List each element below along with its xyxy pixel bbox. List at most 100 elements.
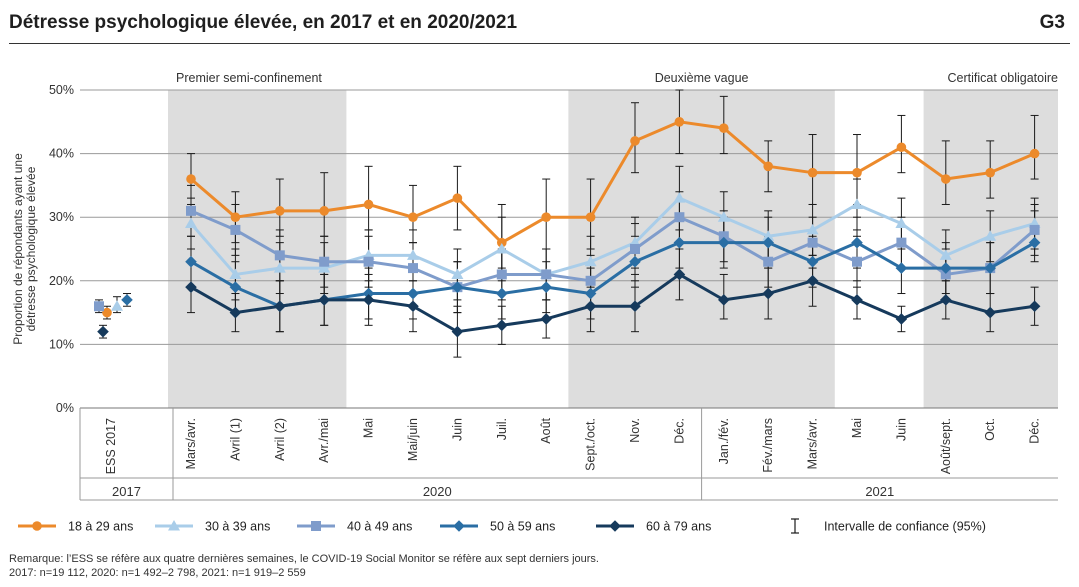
data-point [717, 211, 730, 222]
legend-swatch-marker [32, 521, 42, 531]
legend-ci-label: Intervalle de confiance (95%) [824, 520, 986, 534]
data-point [185, 281, 197, 293]
data-point-ess [94, 301, 104, 312]
data-point [451, 268, 464, 279]
data-point [763, 256, 774, 267]
data-point [362, 287, 375, 300]
data-point [630, 136, 640, 146]
y-tick-label: 0% [56, 401, 74, 415]
data-point [230, 224, 241, 235]
x-tick-label: Juin [450, 418, 464, 441]
data-point [674, 117, 685, 127]
data-point-ess [121, 294, 133, 306]
data-point [1028, 236, 1041, 249]
data-point [363, 256, 374, 267]
y-axis-label-line: Proportion de répondants ayant une [11, 153, 25, 345]
data-point [585, 212, 596, 222]
data-point [629, 255, 641, 268]
legend-label: 50 à 59 ans [490, 520, 555, 534]
data-point [762, 287, 774, 300]
x-tick-label: Août/sept. [939, 418, 953, 474]
sample-note: 2017: n=19 112, 2020: n=1 492–2 798, 202… [9, 567, 306, 579]
data-point [273, 262, 286, 273]
data-point [318, 262, 331, 273]
data-point [762, 230, 775, 241]
data-point [763, 161, 773, 172]
legend-swatch-marker [609, 520, 621, 532]
x-tick-label: ESS 2017 [104, 418, 118, 474]
data-point [274, 300, 286, 313]
x-tick-label: Août [539, 417, 553, 443]
legend-label: 30 à 39 ans [205, 520, 270, 534]
data-point [185, 217, 197, 229]
data-point [852, 167, 862, 178]
data-point [451, 281, 464, 293]
data-point [896, 237, 907, 248]
data-point-ess [102, 307, 112, 318]
data-point [584, 255, 597, 267]
data-point-ess [111, 300, 123, 311]
x-tick-label: Sept./oct. [584, 418, 598, 471]
data-point [584, 287, 597, 300]
data-point [806, 255, 819, 268]
data-point [229, 268, 242, 279]
data-point [985, 167, 995, 178]
data-point [762, 236, 774, 249]
data-point [807, 167, 818, 178]
legend: 18 à 29 ans 30 à 39 ans 40 à 49 ans 50 à 59… [18, 518, 986, 534]
data-point [851, 236, 863, 249]
period-label-2: Certificat obligatoire [948, 71, 1059, 85]
x-tick-label: Avr./mai [317, 418, 331, 463]
data-point [851, 198, 863, 209]
period-label-0: Premier semi-confinement [176, 71, 322, 85]
data-point [673, 192, 686, 203]
data-point [984, 230, 997, 241]
data-point [230, 212, 241, 222]
year-label: 2017 [112, 484, 141, 499]
x-tick-label: Mars/avr. [806, 418, 820, 469]
data-point [940, 269, 951, 280]
x-tick-label: Fév./mars [761, 418, 775, 473]
data-point [540, 281, 552, 293]
x-tick-label: Juin [894, 418, 908, 441]
series-60-a-79-ans [97, 268, 1041, 338]
legend-label: 60 à 79 ans [646, 520, 711, 534]
data-point [806, 223, 819, 235]
y-axis-label: Proportion de répondants ayant unedétres… [11, 153, 38, 345]
header-divider [9, 43, 1070, 44]
data-point [363, 199, 374, 210]
x-tick-label: Jan./fév. [717, 418, 731, 464]
data-point [186, 174, 196, 184]
data-point [895, 217, 908, 229]
x-tick-label: Mars/avr. [184, 418, 198, 469]
legend-swatch-marker [311, 521, 321, 531]
data-point [407, 287, 419, 300]
data-point [319, 206, 330, 216]
data-point [495, 243, 508, 254]
x-tick-label: Juil. [495, 418, 509, 440]
data-point [496, 269, 507, 280]
data-point [851, 294, 863, 306]
period-band-1 [568, 90, 835, 408]
data-point [984, 262, 996, 274]
data-point [718, 236, 730, 249]
y-axis-label-line: détresse psychologique élevée [24, 166, 38, 331]
data-point [718, 231, 729, 242]
series-18-a-29-ans [102, 117, 1040, 318]
data-point [275, 206, 285, 216]
data-point [673, 268, 686, 281]
data-point-ess [97, 325, 109, 338]
remark-note: Remarque: l’ESS se réfère aux quatre der… [9, 553, 599, 565]
data-point [807, 237, 818, 248]
year-label: 2020 [423, 484, 452, 499]
legend-label: 40 à 49 ans [347, 520, 412, 534]
chart-header: Détresse psychologique élevée, en 2017 e… [0, 0, 1079, 44]
chart-title: Détresse psychologique élevée, en 2017 e… [9, 12, 518, 33]
data-point [496, 287, 508, 300]
data-point [584, 300, 597, 313]
error-bar [1030, 114, 1039, 180]
legend-swatch-marker [453, 520, 465, 532]
chart-code: G3 [1039, 12, 1065, 33]
data-point [1028, 300, 1041, 313]
x-tick-label: Mai [362, 418, 376, 438]
